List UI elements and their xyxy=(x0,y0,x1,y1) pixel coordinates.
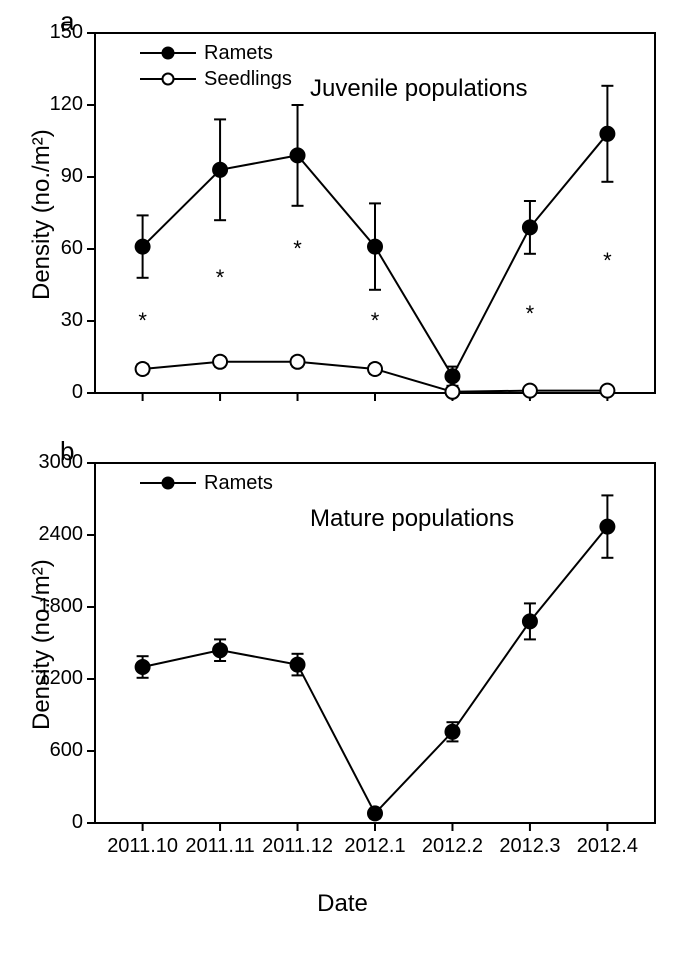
panel-b-plot xyxy=(0,0,685,957)
figure: a Density (no./m²) Juvenile populations … xyxy=(0,0,685,957)
xtick-label: 2011.11 xyxy=(185,835,254,858)
xtick-label: 2012.3 xyxy=(499,835,560,858)
panel-b-title: Mature populations xyxy=(310,505,514,533)
ytick-label: 2400 xyxy=(0,523,83,546)
legend-label: Ramets xyxy=(204,472,273,495)
ytick-label: 1200 xyxy=(0,667,83,690)
ytick-label: 0 xyxy=(0,811,83,834)
xlabel: Date xyxy=(0,890,685,918)
ytick-label: 600 xyxy=(0,739,83,762)
panel-b-ylabel: Density (no./m²) xyxy=(28,559,56,730)
xtick-label: 2012.4 xyxy=(577,835,638,858)
ytick-label: 3000 xyxy=(0,451,83,474)
xtick-label: 2012.1 xyxy=(344,835,405,858)
legend-item: Ramets xyxy=(140,470,273,496)
ytick-label: 1800 xyxy=(0,595,83,618)
filled-circle-icon xyxy=(162,477,175,490)
xtick-label: 2011.12 xyxy=(262,835,333,858)
panel-b-legend: Ramets xyxy=(140,470,273,496)
xtick-label: 2012.2 xyxy=(422,835,483,858)
xtick-label: 2011.10 xyxy=(107,835,178,858)
legend-line-icon xyxy=(140,482,196,484)
